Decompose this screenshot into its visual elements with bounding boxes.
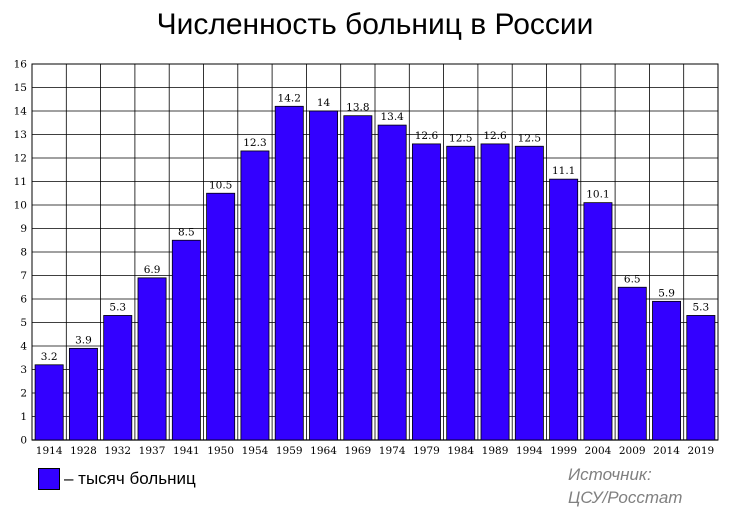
data-label: 11.1 <box>552 165 575 177</box>
x-tick-label: 2009 <box>619 445 646 457</box>
data-label: 13.8 <box>346 102 369 114</box>
data-label: 10.1 <box>586 189 609 201</box>
x-tick-label: 2014 <box>653 445 680 457</box>
y-tick-label: 11 <box>14 176 27 188</box>
bar <box>274 105 304 441</box>
y-tick-label: 2 <box>20 388 27 400</box>
bar <box>411 143 441 441</box>
data-label: 12.5 <box>449 132 472 144</box>
bar <box>480 143 510 441</box>
source-line-1: Источник: <box>568 465 652 484</box>
bar <box>583 202 613 441</box>
x-tick-label: 1959 <box>276 445 303 457</box>
data-label: 13.4 <box>380 111 404 123</box>
y-tick-label: 9 <box>20 223 27 235</box>
data-label: 5.3 <box>109 301 126 313</box>
data-label: 6.9 <box>144 264 161 276</box>
data-label: 10.5 <box>209 179 232 191</box>
data-label: 12.3 <box>243 137 266 149</box>
y-tick-label: 0 <box>20 435 27 447</box>
y-tick-label: 16 <box>14 59 28 71</box>
x-tick-label: 1974 <box>379 445 406 457</box>
data-label: 5.3 <box>692 301 709 313</box>
bar <box>617 286 647 441</box>
data-label: 8.5 <box>178 226 195 238</box>
y-tick-label: 7 <box>20 270 27 282</box>
y-tick-label: 1 <box>20 411 27 423</box>
x-tick-label: 1932 <box>104 445 131 457</box>
legend-swatch <box>38 468 60 490</box>
bar <box>240 150 270 441</box>
y-tick-label: 13 <box>14 129 27 141</box>
legend: – тысяч больниц <box>38 468 196 490</box>
y-tick-label: 8 <box>20 247 27 259</box>
x-tick-label: 1928 <box>70 445 97 457</box>
bar <box>68 347 98 441</box>
bars <box>34 105 716 441</box>
x-tick-label: 2019 <box>687 445 714 457</box>
data-label: 12.6 <box>483 130 507 142</box>
x-tick-label: 1954 <box>242 445 269 457</box>
x-tick-label: 1994 <box>516 445 543 457</box>
x-tick-label: 2004 <box>585 445 612 457</box>
data-label: 14 <box>317 97 331 109</box>
x-tick-label: 1969 <box>344 445 371 457</box>
data-label: 12.5 <box>518 132 541 144</box>
x-tick-label: 1950 <box>207 445 234 457</box>
y-tick-label: 12 <box>14 153 27 165</box>
x-tick-label: 1989 <box>482 445 509 457</box>
bar <box>686 315 716 441</box>
data-label: 5.9 <box>658 287 675 299</box>
data-labels: 3.2 3.9 5.3 6.9 8.5 10.5 12.3 14.2 14 13.8 13.4 12.… <box>41 92 709 363</box>
x-tick-label: 1914 <box>36 445 63 457</box>
bar <box>514 145 544 441</box>
x-axis-ticks: 1914 1928 1932 1937 1941 1950 1954 1959 1964 1969… <box>36 445 714 457</box>
y-tick-label: 14 <box>14 106 28 118</box>
y-tick-label: 15 <box>14 82 27 94</box>
legend-label: – тысяч больниц <box>64 469 196 488</box>
grid <box>31 63 719 441</box>
x-tick-label: 1979 <box>413 445 440 457</box>
bar <box>103 315 133 441</box>
y-tick-label: 5 <box>20 317 27 329</box>
x-tick-label: 1941 <box>173 445 200 457</box>
source-note: Источник: ЦСУ/Росстат <box>568 463 682 509</box>
y-tick-label: 4 <box>20 341 27 353</box>
data-label: 6.5 <box>624 273 641 285</box>
x-tick-label: 1999 <box>550 445 577 457</box>
x-tick-label: 1964 <box>310 445 337 457</box>
bar <box>446 145 476 441</box>
data-label: 3.2 <box>41 351 58 363</box>
bar <box>309 110 339 441</box>
x-tick-label: 1984 <box>447 445 474 457</box>
data-label: 12.6 <box>415 130 439 142</box>
chart-title: Численность больниц в России <box>156 8 594 41</box>
bar <box>343 115 373 441</box>
bar <box>652 300 682 441</box>
bar <box>34 364 64 441</box>
data-label: 14.2 <box>278 92 301 104</box>
bar <box>171 239 201 441</box>
y-tick-label: 10 <box>14 200 27 212</box>
y-tick-label: 3 <box>20 364 27 376</box>
x-tick-label: 1937 <box>139 445 166 457</box>
bar <box>549 178 579 441</box>
bar <box>377 124 407 441</box>
y-tick-label: 6 <box>20 294 27 306</box>
data-label: 3.9 <box>75 334 92 346</box>
source-line-2: ЦСУ/Росстат <box>568 488 683 507</box>
bar <box>137 277 167 441</box>
bar <box>206 192 236 441</box>
